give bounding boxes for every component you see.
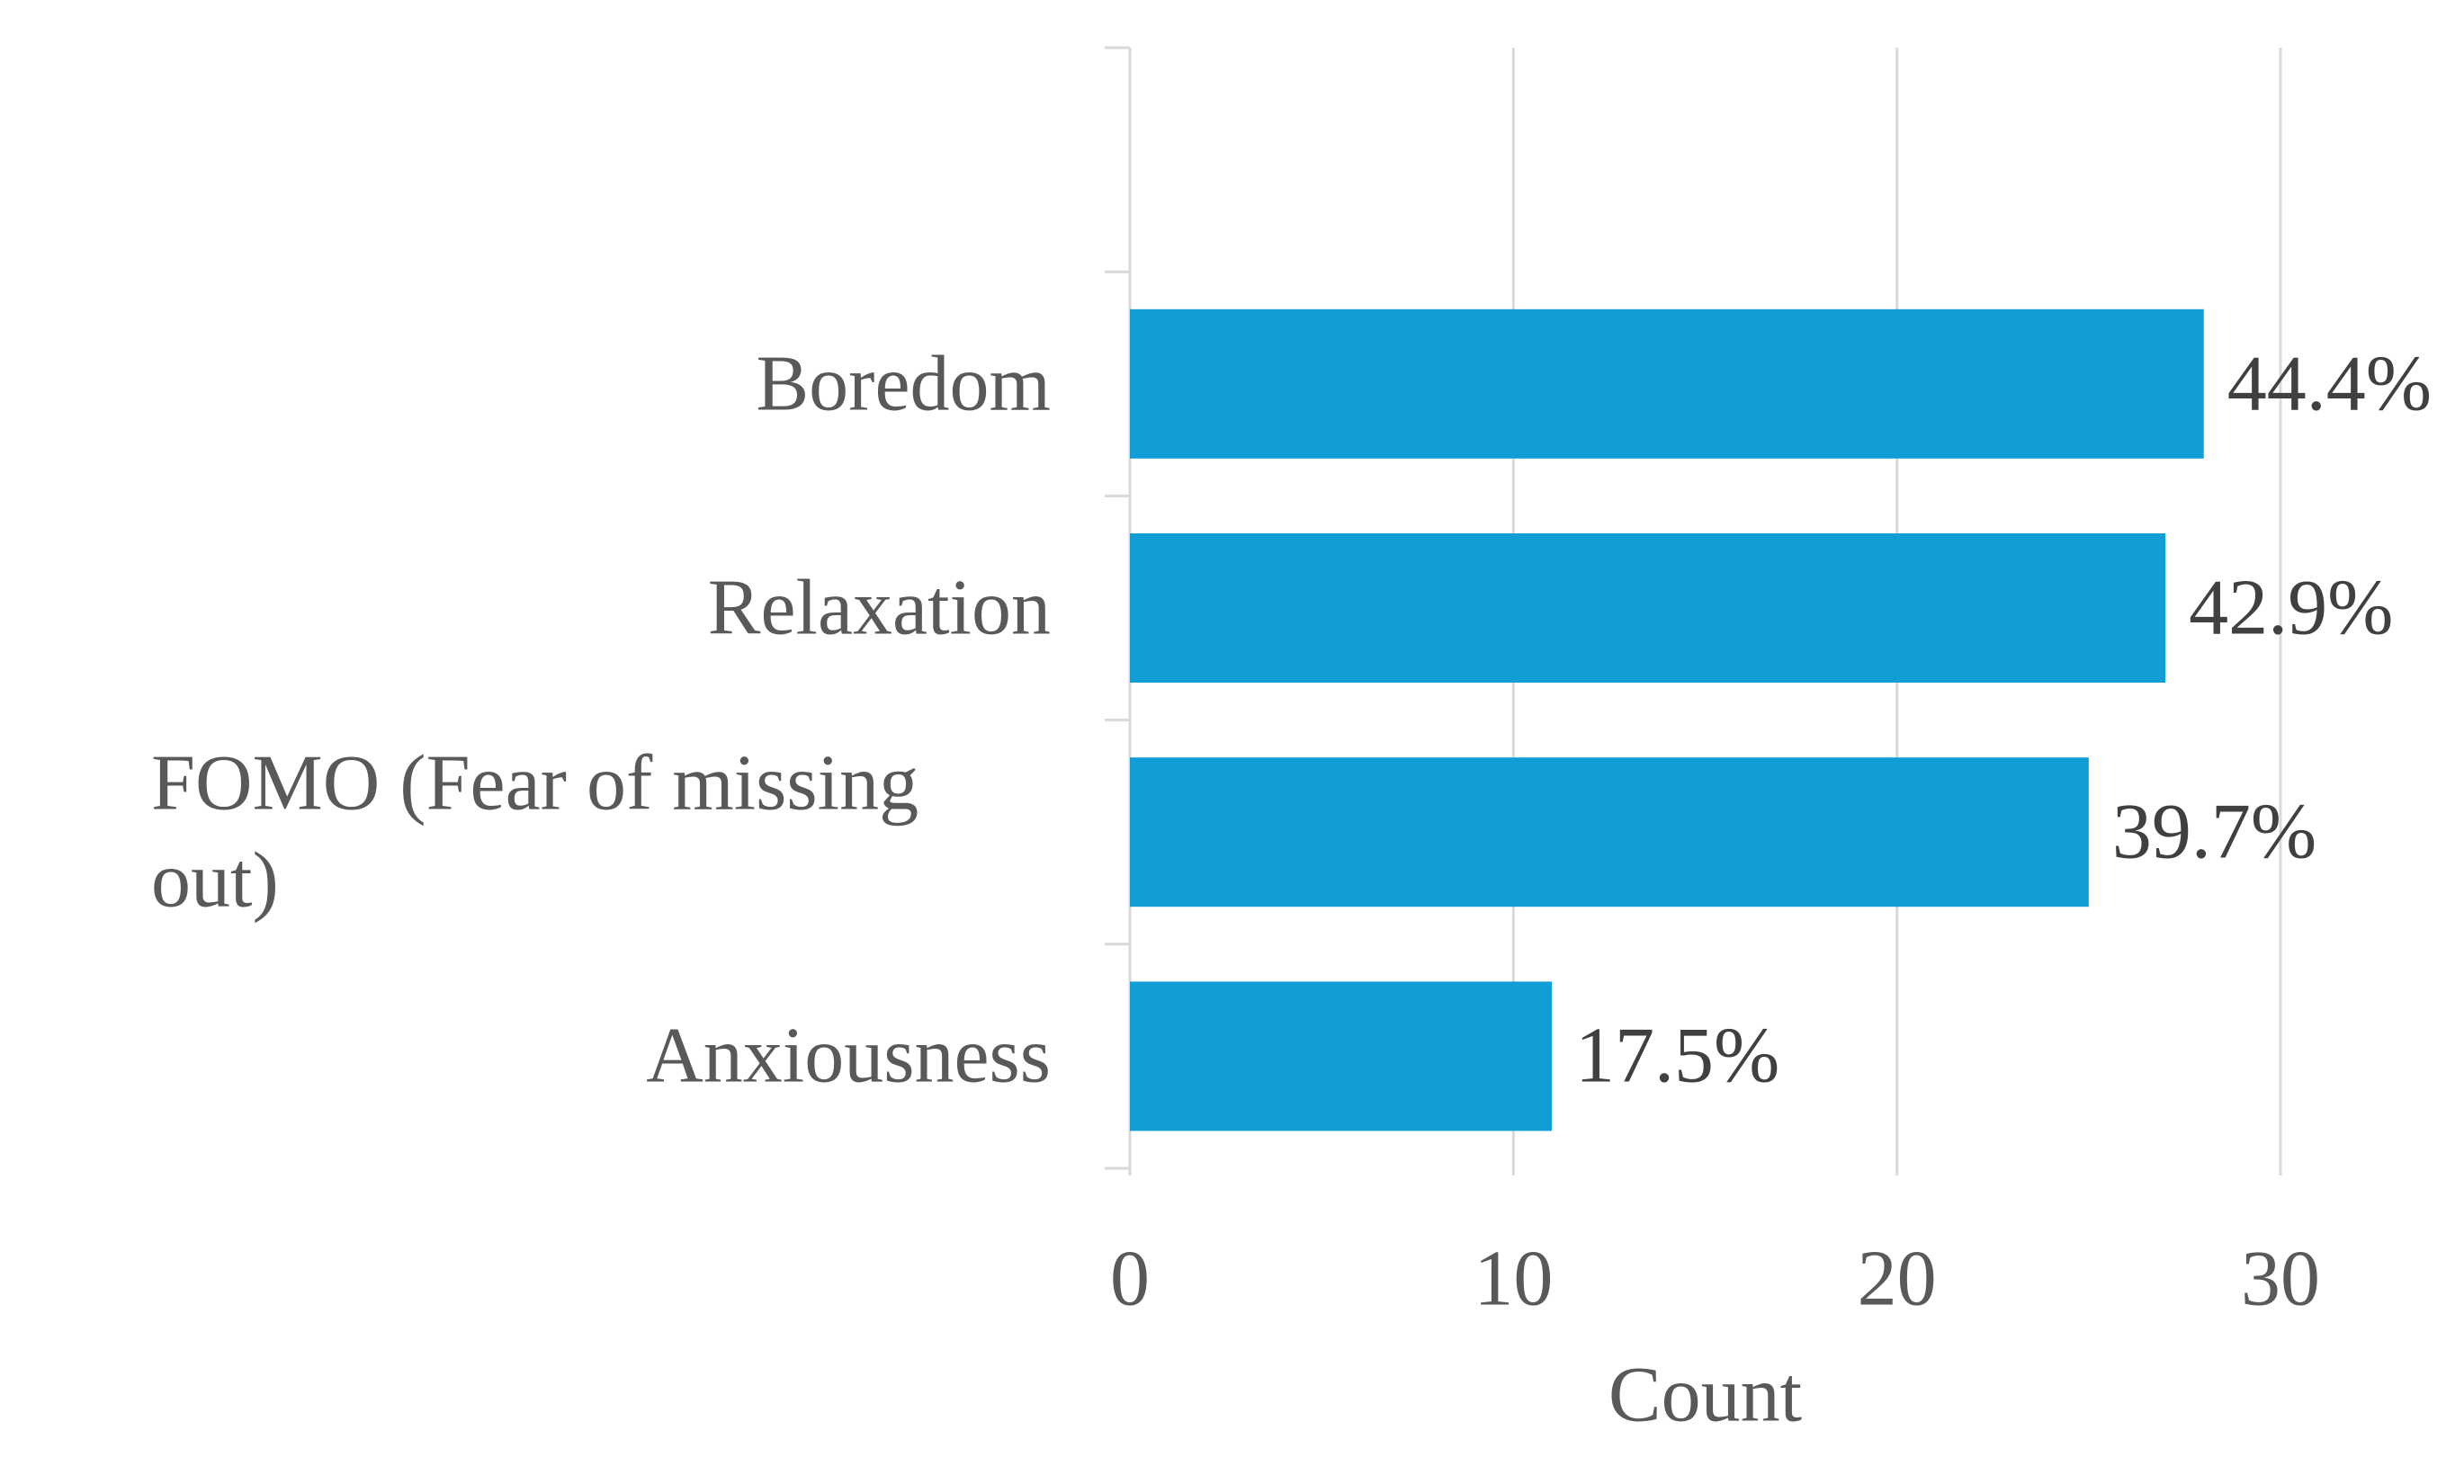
x-tick-label: 20 — [1857, 1235, 1937, 1323]
bar — [1130, 757, 2089, 907]
bar — [1130, 308, 2204, 459]
bar — [1130, 533, 2166, 683]
x-axis-title: Count — [1608, 1351, 1803, 1439]
y-tick-label: Relaxation — [707, 564, 1051, 652]
data-label: 17.5% — [1574, 1012, 1780, 1100]
x-tick-label: 30 — [2241, 1235, 2320, 1323]
y-tick-label: Anxiousness — [646, 1012, 1051, 1100]
bar — [1130, 981, 1552, 1131]
y-tick-label: Boredom — [756, 340, 1051, 428]
y-tick-label: FOMO (Fear of missing out) — [151, 739, 919, 925]
x-tick-label: 10 — [1474, 1235, 1554, 1323]
data-label: 42.9% — [2189, 564, 2394, 652]
data-label: 44.4% — [2227, 340, 2433, 428]
x-tick-label: 0 — [1110, 1235, 1150, 1323]
data-label: 39.7% — [2111, 788, 2317, 876]
